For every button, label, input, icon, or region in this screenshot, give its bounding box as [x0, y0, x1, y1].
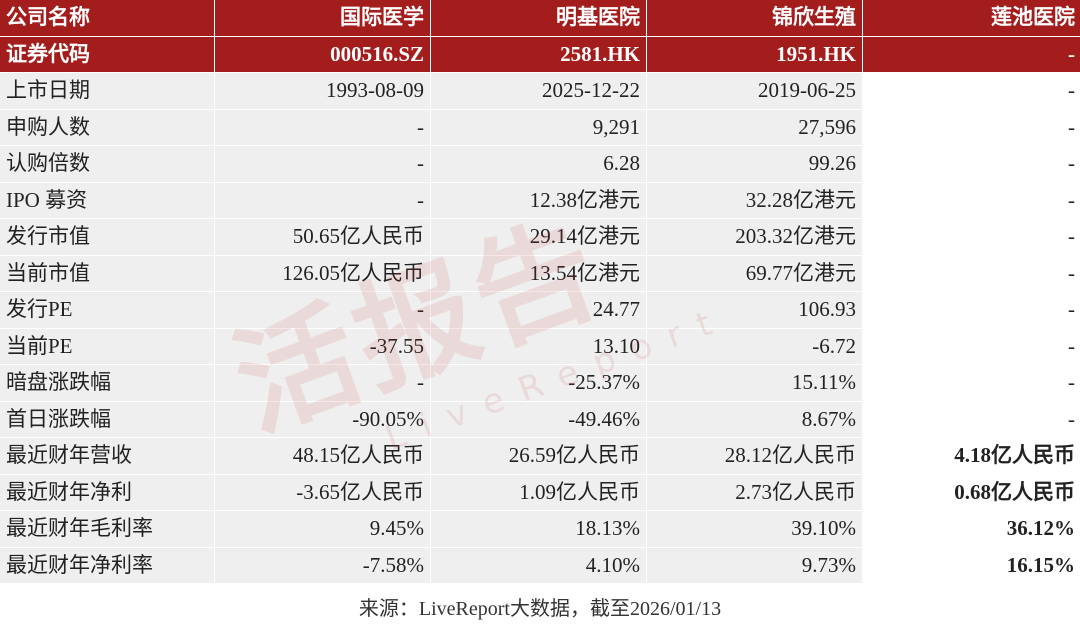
- header-cell: 证券代码: [0, 36, 214, 72]
- table-cell: 26.59亿人民币: [431, 438, 646, 474]
- table-cell: -: [215, 146, 430, 182]
- table-cell: 24.77: [431, 292, 646, 328]
- table-cell: 最近财年毛利率: [0, 511, 214, 547]
- table-cell: -: [215, 365, 430, 401]
- table-cell: 12.38亿港元: [431, 182, 646, 218]
- table-cell: -: [215, 182, 430, 218]
- table-cell: -: [863, 401, 1080, 437]
- table-cell: 6.28: [431, 146, 646, 182]
- table-cell: 8.67%: [647, 401, 862, 437]
- table-cell: -49.46%: [431, 401, 646, 437]
- header-cell: 2581.HK: [431, 36, 646, 72]
- table-cell: 99.26: [647, 146, 862, 182]
- header-cell: 国际医学: [215, 0, 430, 36]
- table-cell: -90.05%: [215, 401, 430, 437]
- table-cell: 1.09亿人民币: [431, 474, 646, 510]
- table-cell: -: [863, 219, 1080, 255]
- table-cell: 最近财年净利率: [0, 547, 214, 583]
- header-cell: 000516.SZ: [215, 36, 430, 72]
- header-cell: 锦欣生殖: [647, 0, 862, 36]
- header-cell: 莲池医院: [863, 0, 1080, 36]
- table-cell: 69.77亿港元: [647, 255, 862, 291]
- table-cell: -: [863, 73, 1080, 109]
- source-note: 来源：LiveReport大数据，截至2026/01/13: [358, 598, 722, 620]
- table-cell: 当前市值: [0, 255, 214, 291]
- table-cell: -6.72: [647, 328, 862, 364]
- header-cell: 1951.HK: [647, 36, 862, 72]
- table-cell: 首日涨跌幅: [0, 401, 214, 437]
- table-cell: 48.15亿人民币: [215, 438, 430, 474]
- table-cell: 最近财年净利: [0, 474, 214, 510]
- table-cell: -: [863, 146, 1080, 182]
- table-cell: -: [863, 182, 1080, 218]
- table-cell: 39.10%: [647, 511, 862, 547]
- table-cell: -: [863, 255, 1080, 291]
- table-cell: 发行市值: [0, 219, 214, 255]
- table-cell: 申购人数: [0, 109, 214, 145]
- table-cell: 27,596: [647, 109, 862, 145]
- table-cell: -: [863, 292, 1080, 328]
- table-cell: -3.65亿人民币: [215, 474, 430, 510]
- table-cell: 36.12%: [863, 511, 1080, 547]
- table-cell: -: [863, 328, 1080, 364]
- table-cell: 15.11%: [647, 365, 862, 401]
- table-cell: 暗盘涨跌幅: [0, 365, 214, 401]
- table-cell: 0.68亿人民币: [863, 474, 1080, 510]
- table-cell: -37.55: [215, 328, 430, 364]
- table-cell: -: [863, 365, 1080, 401]
- table-cell: 4.10%: [431, 547, 646, 583]
- table-cell: 9,291: [431, 109, 646, 145]
- table-cell: 126.05亿人民币: [215, 255, 430, 291]
- table-cell: 最近财年营收: [0, 438, 214, 474]
- table-cell: IPO 募资: [0, 182, 214, 218]
- table-cell: 发行PE: [0, 292, 214, 328]
- table-cell: 203.32亿港元: [647, 219, 862, 255]
- table-cell: 上市日期: [0, 73, 214, 109]
- table-cell: -25.37%: [431, 365, 646, 401]
- table-cell: -: [215, 292, 430, 328]
- table-cell: 4.18亿人民币: [863, 438, 1080, 474]
- table-cell: 9.45%: [215, 511, 430, 547]
- table-cell: 当前PE: [0, 328, 214, 364]
- table-cell: 2.73亿人民币: [647, 474, 862, 510]
- table-cell: 16.15%: [863, 547, 1080, 583]
- table-cell: 32.28亿港元: [647, 182, 862, 218]
- table-cell: 2019-06-25: [647, 73, 862, 109]
- table-cell: 29.14亿港元: [431, 219, 646, 255]
- header-cell: 明基医院: [431, 0, 646, 36]
- table-cell: -7.58%: [215, 547, 430, 583]
- header-cell: -: [863, 36, 1080, 72]
- table-cell: 1993-08-09: [215, 73, 430, 109]
- table-cell: 13.10: [431, 328, 646, 364]
- table-cell: 13.54亿港元: [431, 255, 646, 291]
- table: 公司名称 国际医学 明基医院 锦欣生殖 莲池医院证券代码 000516.SZ 2581.HK…: [0, 0, 1080, 583]
- table-cell: 9.73%: [647, 547, 862, 583]
- table-cell: 106.93: [647, 292, 862, 328]
- table-cell: 认购倍数: [0, 146, 214, 182]
- table-cell: -: [863, 109, 1080, 145]
- table-cell: 50.65亿人民币: [215, 219, 430, 255]
- table-cell: 2025-12-22: [431, 73, 646, 109]
- header-cell: 公司名称: [0, 0, 214, 36]
- table-cell: 18.13%: [431, 511, 646, 547]
- table-cell: -: [215, 109, 430, 145]
- table-cell: 28.12亿人民币: [647, 438, 862, 474]
